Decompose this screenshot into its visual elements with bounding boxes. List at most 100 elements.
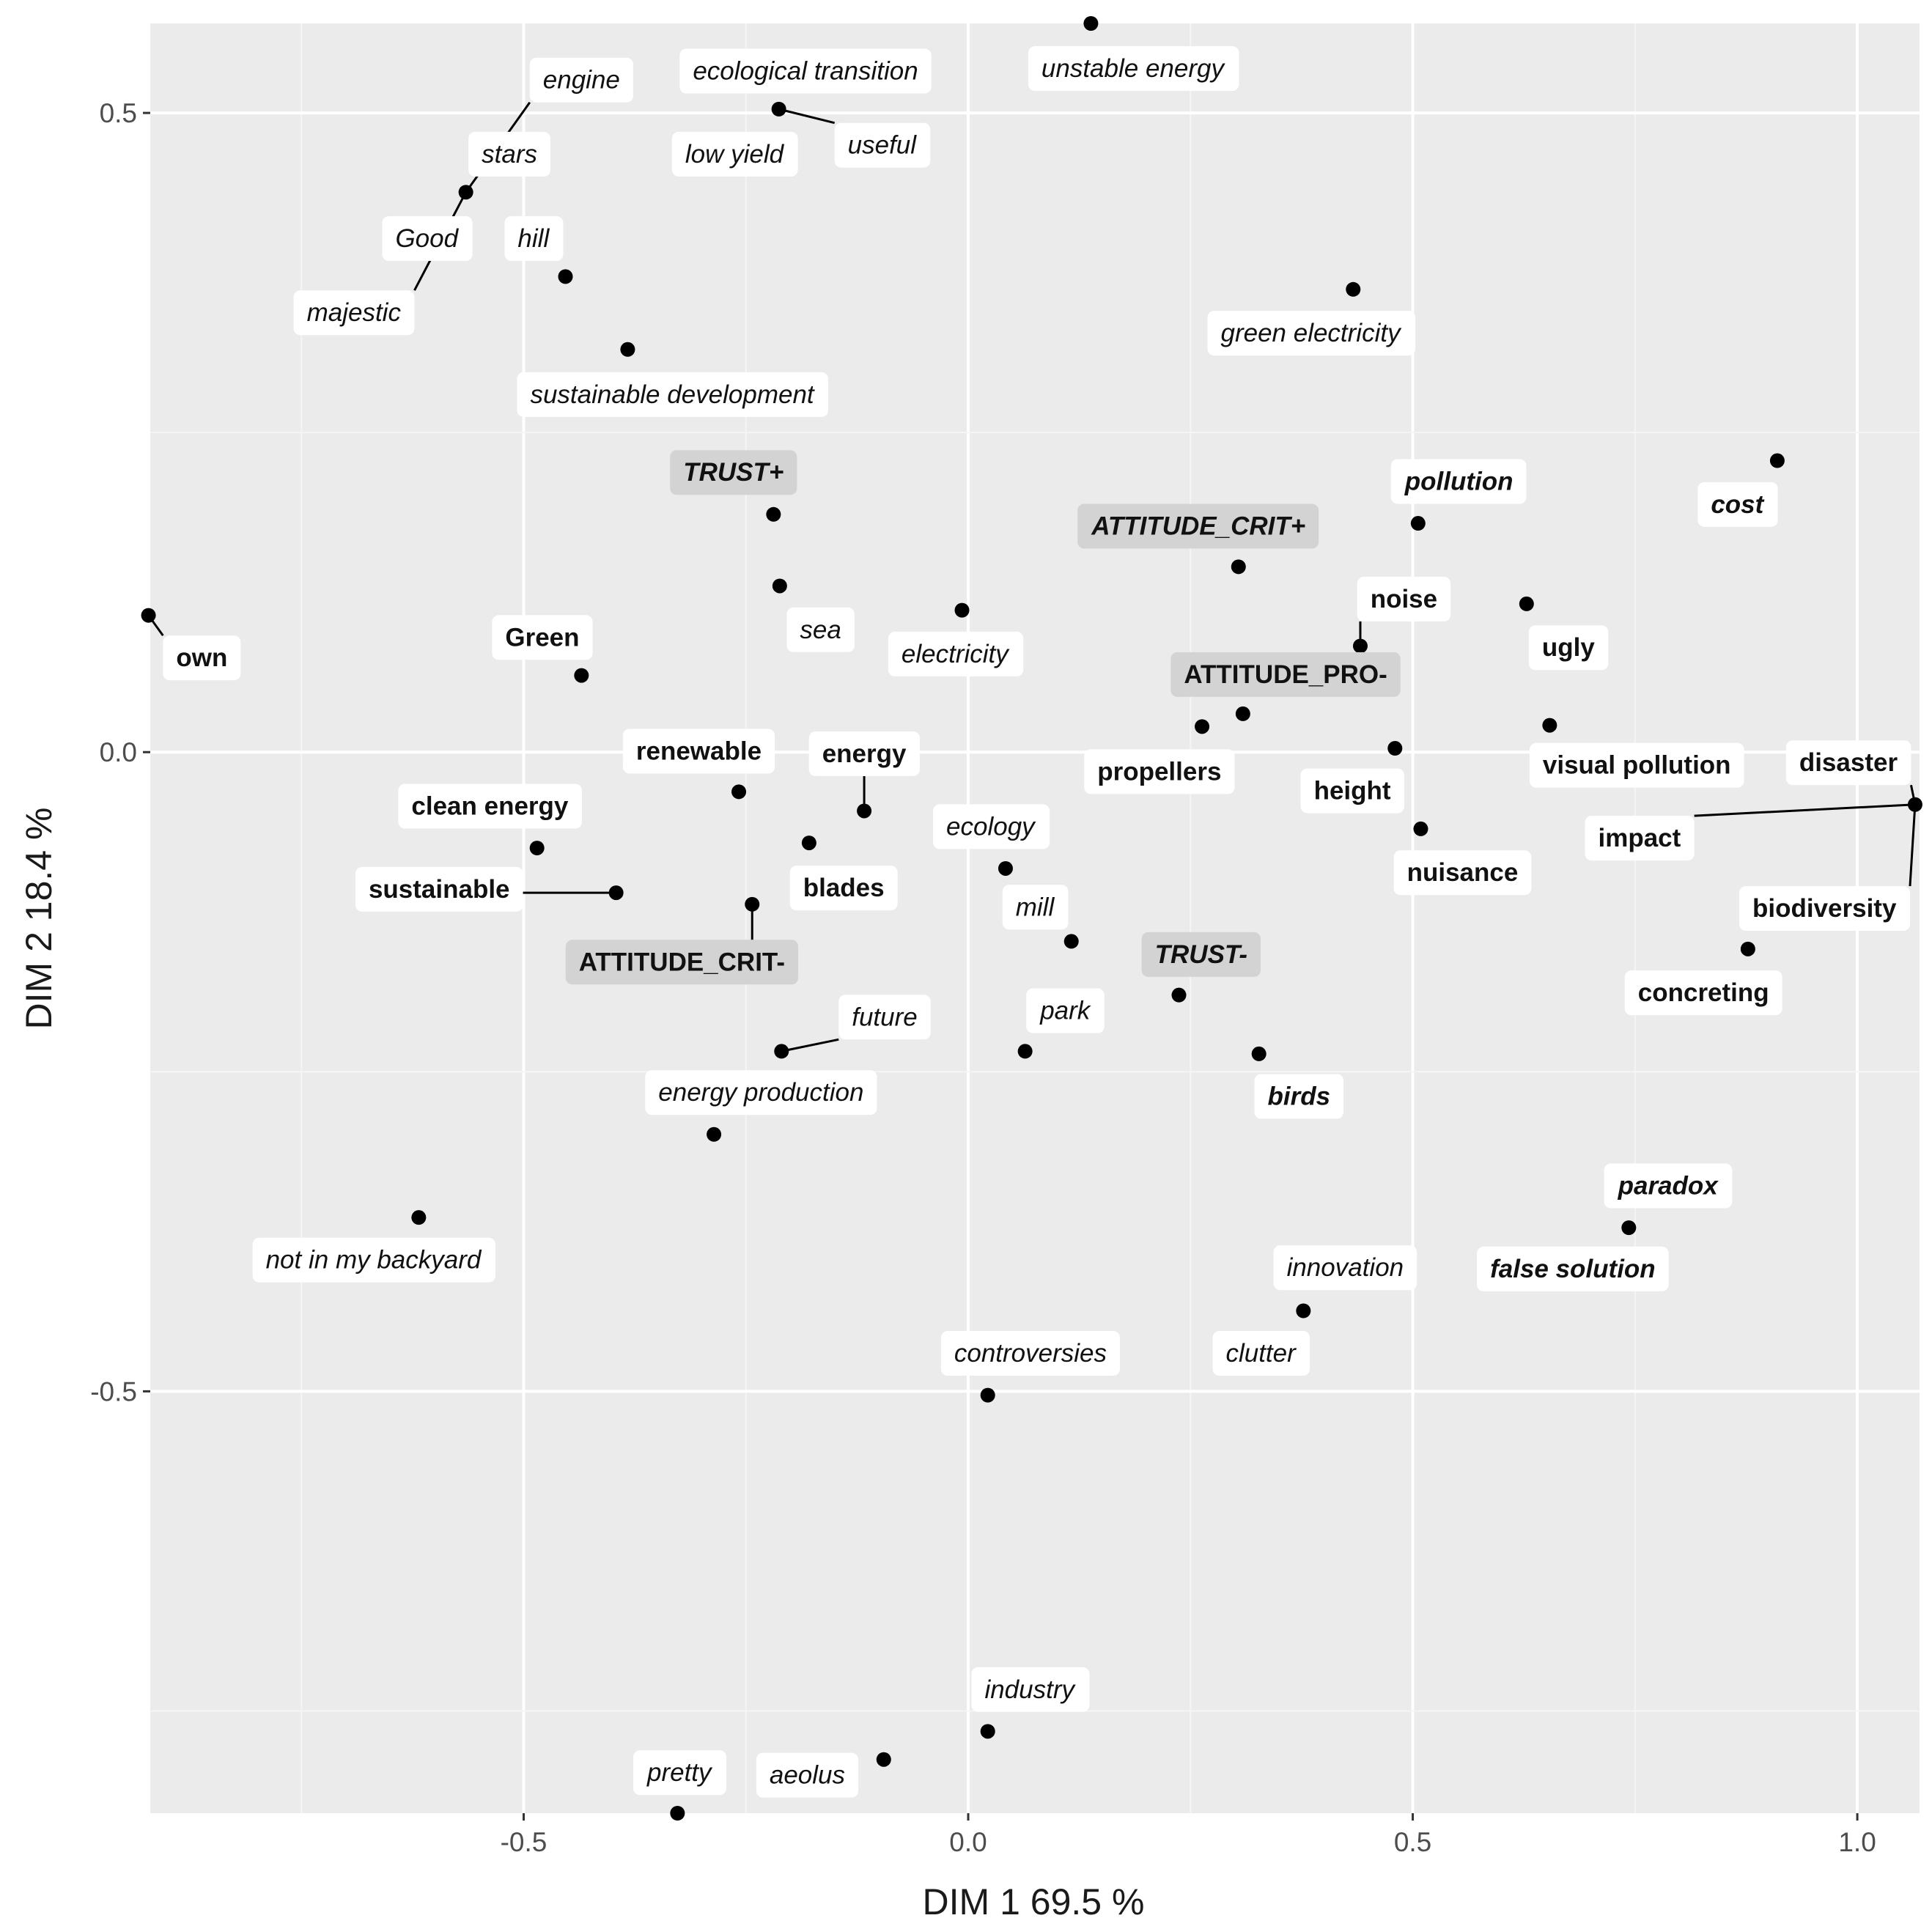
point-label: future — [838, 995, 931, 1040]
point-label-box — [1273, 1245, 1417, 1291]
point-label-box — [1697, 482, 1778, 527]
point-label-box — [808, 731, 921, 776]
point-label-text: sustainable development — [530, 380, 814, 409]
point-label-box — [670, 450, 797, 495]
point-label-text: pollution — [1404, 467, 1513, 495]
label-segment — [781, 1038, 839, 1052]
point-label-box — [940, 1331, 1121, 1376]
data-point — [1296, 1303, 1311, 1318]
data-point — [574, 668, 589, 683]
point-label-text: Green — [505, 623, 579, 652]
point-label-text: ATTITUDE_CRIT- — [579, 948, 785, 976]
point-label: low yield — [671, 131, 798, 177]
point-label-box — [1026, 988, 1105, 1033]
data-point — [670, 1806, 685, 1821]
data-point — [745, 896, 760, 912]
data-point — [1063, 934, 1079, 949]
point-label-box — [1477, 1246, 1669, 1291]
point-label-text: pretty — [646, 1758, 713, 1787]
data-point — [141, 608, 156, 623]
point-label-box — [971, 1667, 1090, 1712]
point-label: not in my backyard — [252, 1237, 495, 1283]
data-point — [529, 841, 545, 856]
point-label: hill — [504, 216, 564, 262]
label-segment — [778, 108, 836, 125]
point-label-box — [1141, 932, 1261, 977]
data-point — [411, 1210, 427, 1225]
data-point — [1387, 741, 1403, 756]
point-label: clutter — [1212, 1331, 1310, 1376]
point-label-text: mill — [1016, 893, 1055, 921]
point-label-text: electricity — [902, 640, 1010, 668]
point-label: industry — [971, 1667, 1090, 1712]
point-label-text: biodiversity — [1752, 894, 1897, 923]
point-label: unstable energy — [1028, 46, 1239, 92]
data-point — [1542, 718, 1557, 733]
point-label-box — [1528, 625, 1609, 671]
point-label: electricity — [888, 631, 1024, 676]
point-label-text: false solution — [1490, 1255, 1656, 1283]
point-label: stars — [468, 131, 551, 177]
point-label-text: sea — [800, 616, 841, 644]
point-label-box — [1357, 576, 1451, 622]
point-label-box — [1028, 46, 1239, 92]
point-label: blades — [789, 866, 898, 911]
data-point — [1352, 638, 1368, 654]
point-label-box — [565, 940, 799, 985]
point-label: nuisance — [1393, 850, 1532, 896]
point-label: ATTITUDE_CRIT+ — [1077, 504, 1319, 549]
point-label-box — [1207, 311, 1416, 356]
point-label-text: hill — [517, 224, 550, 253]
point-label-box — [1624, 970, 1782, 1016]
point-label: impact — [1585, 816, 1695, 861]
grid-lines — [150, 23, 1920, 1813]
point-label: cost — [1697, 482, 1778, 527]
point-label: paradox — [1604, 1163, 1733, 1209]
data-point — [998, 860, 1013, 876]
point-label-text: energy production — [658, 1078, 863, 1107]
point-label-text: noise — [1371, 585, 1437, 613]
point-label-text: paradox — [1618, 1172, 1719, 1200]
point-label-text: renewable — [636, 737, 762, 765]
data-point — [1195, 719, 1210, 734]
data-point — [1171, 987, 1187, 1003]
point-label-text: unstable energy — [1041, 54, 1226, 83]
point-label: aeolus — [756, 1752, 859, 1798]
point-label: sustainable development — [517, 372, 828, 417]
data-point — [1413, 821, 1428, 836]
point-label: majestic — [293, 290, 415, 336]
point-label: ATTITUDE_CRIT- — [565, 940, 799, 985]
point-label: innovation — [1273, 1245, 1417, 1291]
point-label-box — [504, 216, 564, 262]
point-label-box — [1170, 652, 1401, 697]
point-label-text: future — [852, 1003, 918, 1031]
point-label-text: visual pollution — [1543, 751, 1731, 780]
point-label: TRUST+ — [670, 450, 797, 495]
point-label-box — [933, 804, 1050, 849]
data-point — [1235, 706, 1250, 721]
point-label: TRUST- — [1141, 932, 1261, 977]
point-label-box — [1604, 1163, 1733, 1209]
point-label-box — [398, 783, 582, 829]
point-label: birds — [1254, 1074, 1344, 1119]
data-point — [774, 1044, 789, 1059]
data-point — [766, 506, 781, 522]
point-label-box — [1390, 459, 1527, 504]
point-label-text: clean energy — [411, 792, 569, 821]
x-axis: -0.5 0.0 0.5 1.0 — [501, 1813, 1876, 1857]
point-label-box — [517, 372, 828, 417]
point-label-box — [1254, 1074, 1344, 1119]
point-label-box — [838, 995, 931, 1040]
point-label-box — [834, 122, 931, 168]
point-label: green electricity — [1207, 311, 1416, 356]
point-label-text: own — [176, 643, 227, 672]
point-label-text: sustainable — [369, 875, 510, 904]
point-label: noise — [1357, 576, 1451, 622]
point-label: pretty — [633, 1750, 727, 1796]
point-label: sea — [786, 607, 855, 652]
point-label: Good — [382, 216, 473, 262]
y-tick-label: 0.0 — [100, 737, 137, 767]
point-label-text: ecology — [946, 812, 1036, 841]
point-label-text: industry — [984, 1675, 1076, 1704]
point-label-text: blades — [803, 874, 885, 902]
